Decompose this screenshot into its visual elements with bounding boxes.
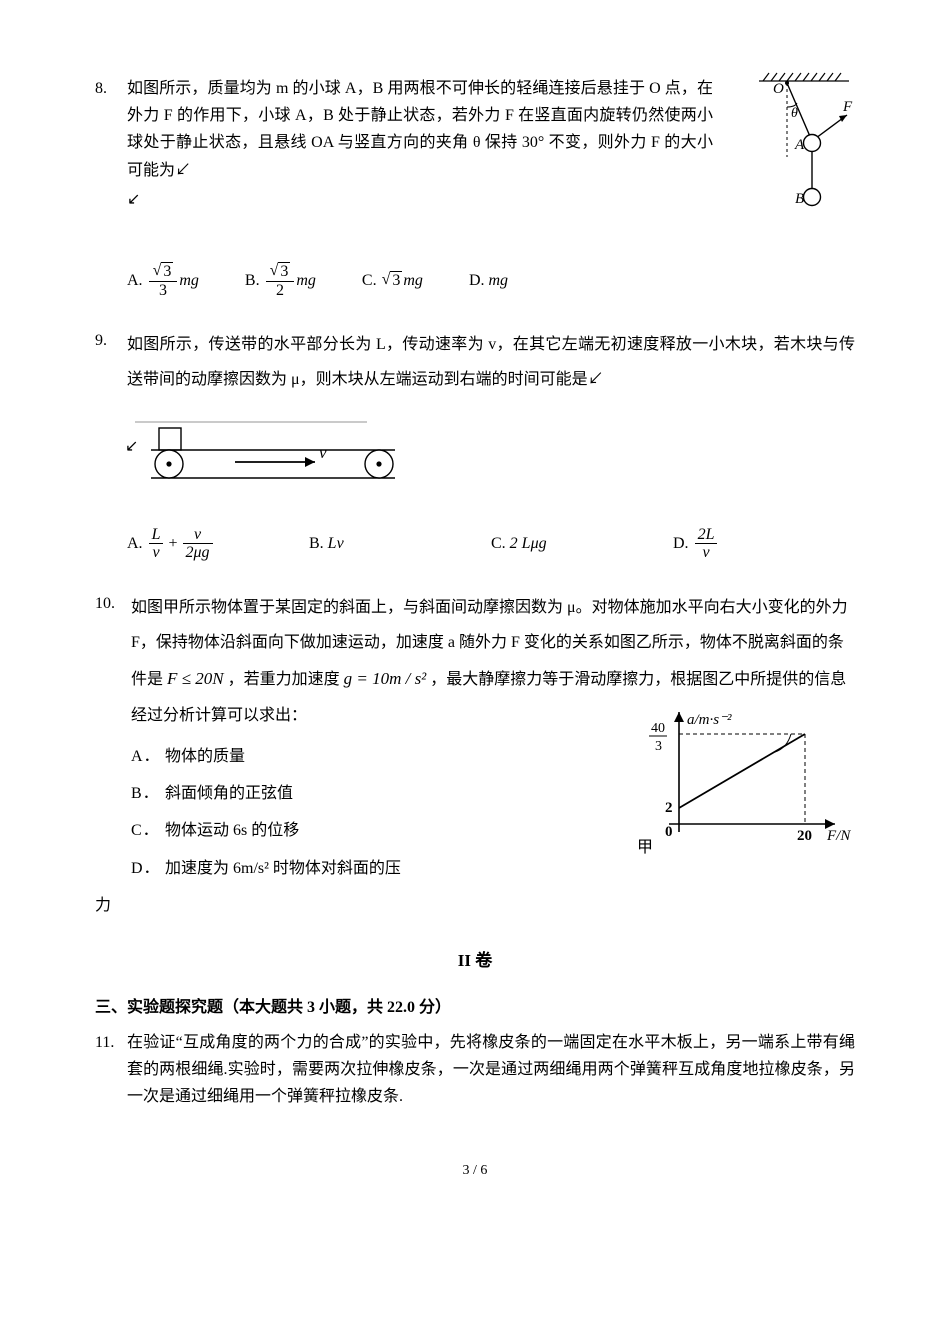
q9-a-d2: 2μg [183,544,213,562]
q9-d-d: v [695,544,718,562]
svg-text:a/m·s⁻²: a/m·s⁻² [687,712,732,728]
q9-choices: A. Lv + v2μg B. Lv C. 2 Lμg D. 2Lv [127,526,855,562]
q8-choice-a: A. 3 3 mg [127,263,199,299]
q9-choice-b: B. Lv [309,526,491,562]
q8-b-frac: 3 2 [264,263,297,299]
q10-d-text: 加速度为 6m/s² 时物体对斜面的压 [165,860,401,877]
svg-text:20: 20 [797,828,812,844]
q9-c-val: 2 Lμg [510,530,547,557]
q8-b-mg: mg [296,267,316,294]
svg-text:O: O [773,81,784,97]
q10-c-text: 物体运动 6s 的位移 [165,822,299,839]
q8-d-label: D. [469,267,485,294]
q11-text: 在验证“互成角度的两个力的合成”的实验中，先将橡皮条的一端固定在水平木板上，另一… [127,1029,855,1111]
svg-text:v: v [319,443,327,462]
svg-text:F: F [842,99,853,115]
q9-d-n: 2L [695,526,718,545]
svg-text:θ: θ [791,106,798,121]
q9-choice-a: A. Lv + v2μg [127,526,309,562]
q10-body: 如图甲所示物体置于某固定的斜面上，与斜面间动摩擦因数为 μ。对物体施加水平向右大… [131,590,855,892]
question-9: 9. 如图所示，传送带的水平部分长为 L，传动速率为 v，在其它左端无初速度释放… [95,327,855,562]
svg-text:0: 0 [665,824,673,840]
q9-choice-d: D. 2Lv [673,526,855,562]
svg-text:A: A [794,137,805,153]
q10-li-tail: 力 [95,892,855,919]
q9-number: 9. [95,327,127,354]
q10-mid: ，若重力加速度 [228,671,340,688]
q9-b-val: Lv [328,530,344,557]
q8-choice-d: D. mg [469,267,508,294]
q9-a-n1: L [149,526,164,545]
q9-c-label: C. [491,530,506,557]
q9-b-label: B. [309,530,324,557]
q8-d-mg: mg [489,267,509,294]
svg-text:2: 2 [665,800,673,816]
q8-c-mg: mg [403,267,423,294]
q9-figure: v ↙ [127,414,855,514]
svg-text:B: B [795,191,804,207]
q8-b-root: 3 [278,262,290,280]
q8-c-root: 3 [390,271,402,289]
q8-a-label: A. [127,267,143,294]
question-11: 11. 在验证“互成角度的两个力的合成”的实验中，先将橡皮条的一端固定在水平木板… [95,1029,855,1111]
q8-a-mg: mg [179,267,199,294]
section-ii-title: II 卷 [95,947,855,976]
q8-number: 8. [95,75,127,102]
q10-cond: F ≤ 20N [167,669,224,688]
q10-gexp: g = 10m / s² [344,669,427,688]
svg-text:40: 40 [651,721,665,736]
page-footer: 3 / 6 [95,1159,855,1183]
q9-text: 如图所示，传送带的水平部分长为 L，传动速率为 v，在其它左端无初速度释放一小木… [127,327,855,397]
q8-b-label: B. [245,267,260,294]
q8-row: 8. O [95,75,855,299]
q10-b-text: 斜面倾角的正弦值 [165,785,293,802]
question-8: 8. O [95,75,855,299]
section-3-title: 三、实验题探究题（本大题共 3 小题，共 22.0 分） [95,994,855,1021]
svg-text:甲: 甲 [637,839,653,856]
q9-a-n2: v [183,526,213,545]
q9-a-label: A. [127,530,143,557]
q10-figure: a/m·s⁻² 40 3 2 0 20 F/N 甲 [611,704,855,877]
q10-number: 10. [95,590,131,617]
q9-body: 如图所示，传送带的水平部分长为 L，传动速率为 v，在其它左端无初速度释放一小木… [127,327,855,562]
q8-a-den: 3 [149,282,178,300]
q8-a-root: 3 [161,262,173,280]
q8-c-label: C. [362,267,377,294]
q9-d-label: D. [673,530,689,557]
q10-row: 10. 如图甲所示物体置于某固定的斜面上，与斜面间动摩擦因数为 μ。对物体施加水… [95,590,855,892]
q9-choice-c: C. 2 Lμg [491,526,673,562]
q9-a-d1: v [149,544,164,562]
question-10: 10. 如图甲所示物体置于某固定的斜面上，与斜面间动摩擦因数为 μ。对物体施加水… [95,590,855,919]
q8-b-den: 2 [266,282,295,300]
q8-choice-b: B. 3 2 mg [245,263,316,299]
q8-a-frac: 3 3 [147,263,180,299]
q8-body: O θ F A [127,75,855,299]
q8-figure: O θ F A [725,71,855,228]
q9-row: 9. 如图所示，传送带的水平部分长为 L，传动速率为 v，在其它左端无初速度释放… [95,327,855,562]
svg-text:F/N: F/N [826,828,851,844]
q8-choices: A. 3 3 mg B. 3 2 mg C. [127,263,855,299]
q11-number: 11. [95,1029,127,1056]
q8-choice-c: C. 3mg [362,267,423,294]
q10-a-text: 物体的质量 [165,748,245,765]
svg-text:3: 3 [655,739,662,754]
